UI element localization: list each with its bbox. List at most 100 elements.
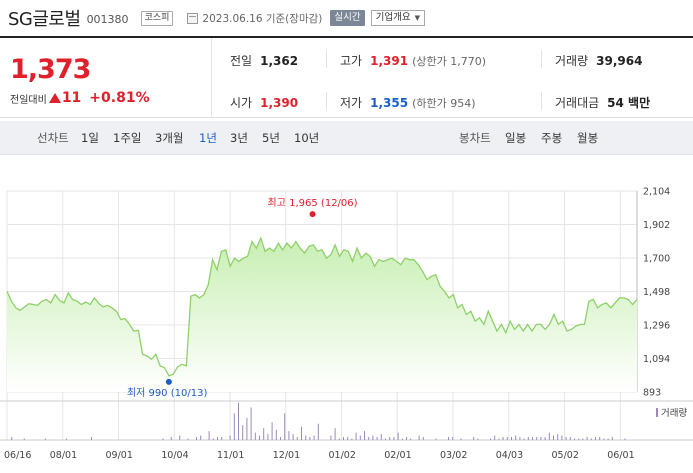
- amount-cell: 거래대금 54 백만: [555, 94, 650, 111]
- volume-bar: [582, 438, 584, 440]
- candle-chart-label: 봉차트: [459, 131, 491, 145]
- volume-bar: [162, 438, 164, 440]
- volume-bar: [338, 438, 340, 440]
- open-label: 시가: [230, 96, 253, 110]
- volume-bar: [317, 423, 319, 440]
- volume-bar: [624, 438, 626, 440]
- chart-toolbar: 선차트 1일 1주일 3개월 1년 3년 5년 10년 봉차트 일봉 주봉 월봉: [0, 121, 693, 155]
- x-tick-label: 09/01: [106, 450, 133, 461]
- amount-label: 거래대금: [555, 96, 600, 110]
- volume-bar: [44, 438, 46, 440]
- volume-bar: [233, 413, 235, 440]
- realtime-button[interactable]: 실시간: [330, 10, 365, 26]
- volume-bar: [578, 438, 580, 440]
- volume-bar: [179, 435, 181, 440]
- volume-bar: [544, 437, 546, 440]
- volume-bar: [196, 437, 197, 440]
- volume-bar: [380, 434, 382, 440]
- volume-cell: 거래량 39,964: [555, 52, 642, 69]
- volume-bar: [519, 437, 521, 440]
- high-label: 고가: [340, 54, 363, 68]
- volume-bar: [221, 437, 223, 440]
- volume-bar: [263, 428, 265, 440]
- volume-bar: [389, 437, 391, 440]
- stock-header: SG글로벌 001380 코스피 2023.06.16 기준(장마감) 실시간 …: [0, 0, 693, 36]
- volume-bar: [347, 437, 349, 440]
- volume-bar: [292, 434, 294, 440]
- period-3y[interactable]: 3년: [230, 131, 248, 145]
- volume-bar: [351, 438, 353, 440]
- volume-bar: [523, 438, 525, 440]
- volume-bar: [238, 403, 239, 440]
- candle-weekly[interactable]: 주봉: [541, 131, 563, 145]
- volume-bar: [418, 435, 420, 440]
- volume-bar: [275, 429, 277, 440]
- volume-bar: [11, 437, 13, 440]
- volume-bar: [364, 431, 365, 440]
- line-chart-label: 선차트: [37, 131, 69, 145]
- prev-close-cell: 전일 1,362: [230, 52, 298, 69]
- period-3m[interactable]: 3개월: [155, 131, 184, 145]
- volume-bar: [170, 437, 172, 440]
- y-tick-label: 893: [643, 388, 661, 399]
- divider: [326, 92, 327, 110]
- volume-legend-swatch: [656, 408, 658, 417]
- volume-bar: [334, 428, 336, 440]
- volume-bar: [187, 438, 189, 440]
- volume-bar: [212, 438, 214, 440]
- volume-bar: [284, 413, 286, 440]
- price-box: 1,373 전일대비 11 +0.81%: [0, 38, 212, 118]
- change-value: 11: [61, 90, 82, 106]
- period-1y[interactable]: 1년: [199, 131, 217, 145]
- price-chart[interactable]: 2,104 1,902 1,700 1,498 1,296 1,094 893 06/16 08…: [0, 178, 693, 473]
- min-annotation: 최저 990 (10/13): [127, 387, 208, 399]
- current-price: 1,373: [10, 54, 91, 85]
- volume-bar: [376, 437, 378, 440]
- volume-bar: [494, 435, 496, 440]
- volume-bar: [595, 437, 596, 440]
- lower-limit: (하한가 954): [412, 96, 476, 110]
- price-line: [6, 236, 638, 377]
- period-5y[interactable]: 5년: [262, 131, 280, 145]
- period-1w[interactable]: 1주일: [113, 131, 142, 145]
- volume-bar: [259, 435, 260, 440]
- volume-bar: [330, 435, 332, 440]
- x-tick-label: 12/01: [273, 450, 300, 461]
- volume-bar: [473, 437, 475, 440]
- open-cell: 시가 1,390: [230, 94, 298, 111]
- chevron-down-icon: ▼: [414, 14, 420, 22]
- low-cell: 저가 1,355 (하한가 954): [340, 94, 476, 111]
- volume-bar: [574, 438, 575, 440]
- stock-name: SG글로벌: [8, 9, 81, 30]
- volume-bar: [532, 437, 533, 440]
- volume-bar: [65, 438, 67, 440]
- y-tick-label: 1,094: [643, 354, 670, 365]
- volume-bar: [561, 435, 563, 440]
- candle-daily[interactable]: 일봉: [505, 131, 527, 145]
- x-tick-label: 03/02: [440, 450, 467, 461]
- volume-bar: [305, 435, 307, 440]
- volume-bar: [406, 437, 407, 440]
- x-tick-label: 06/16: [4, 450, 31, 461]
- high-cell: 고가 1,391 (상한가 1,770): [340, 52, 486, 69]
- volume-bar: [309, 437, 311, 440]
- volume-bar: [229, 435, 231, 440]
- volume-bar: [368, 437, 370, 440]
- volume-bar: [200, 435, 202, 440]
- volume-bar: [515, 435, 517, 440]
- volume-bar: [410, 438, 412, 440]
- x-tick-label: 10/04: [161, 450, 188, 461]
- prev-close-label: 전일: [230, 54, 253, 68]
- company-overview-dropdown[interactable]: 기업개요 ▼: [370, 10, 425, 26]
- volume-bar: [208, 431, 210, 440]
- period-10y[interactable]: 10년: [294, 131, 320, 145]
- volume-bar: [565, 437, 567, 440]
- candle-monthly[interactable]: 월봉: [577, 131, 599, 145]
- divider: [541, 50, 542, 68]
- volume-bar: [452, 437, 454, 440]
- amount-value: 54 백만: [607, 96, 651, 110]
- volume-bar: [557, 434, 559, 440]
- volume-bar: [586, 437, 588, 440]
- volume-bar: [569, 437, 571, 440]
- period-1d[interactable]: 1일: [81, 131, 99, 145]
